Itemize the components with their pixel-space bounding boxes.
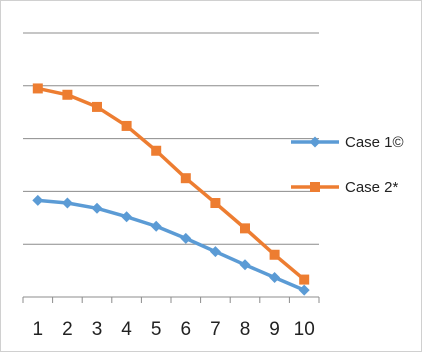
x-tick-label: 5 (151, 319, 162, 340)
series-line (37, 86, 306, 281)
series-line (37, 198, 305, 292)
data-point (180, 173, 191, 184)
legend-entry: Case 1© (291, 134, 404, 151)
series-2 (32, 83, 310, 285)
x-tick-label: 3 (92, 319, 103, 340)
x-tick-label: 9 (269, 319, 280, 340)
legend-entry: Case 2* (291, 179, 399, 196)
x-tick-label: 1 (33, 319, 44, 340)
x-tick-label: 6 (181, 319, 192, 340)
series-layer (32, 83, 310, 296)
x-tick-label: 7 (210, 319, 221, 340)
axis-layer: 1 2 3 4 5 6 7 8 9 10 (22, 296, 320, 340)
data-point (180, 232, 192, 244)
data-point (151, 145, 162, 156)
data-point (121, 120, 132, 131)
data-point (269, 249, 280, 260)
data-point (62, 89, 73, 100)
series-1 (32, 194, 310, 296)
data-point (32, 194, 44, 206)
legend-label: Case 2* (345, 179, 399, 196)
data-point (209, 246, 221, 258)
data-point (91, 202, 103, 214)
data-point (239, 259, 251, 271)
legend-swatch-marker (309, 136, 321, 148)
data-point (299, 274, 310, 285)
x-tick-label: 2 (62, 319, 73, 340)
x-tick-label: 8 (240, 319, 251, 340)
legend-label: Case 1© (345, 134, 404, 151)
data-point (61, 197, 73, 209)
data-point (32, 83, 43, 94)
legend-swatch-marker (310, 182, 320, 192)
x-tick-label: 10 (294, 319, 315, 340)
data-point (150, 220, 162, 232)
data-point (298, 284, 310, 296)
data-point (240, 223, 250, 234)
data-point (210, 198, 221, 209)
data-point (121, 211, 133, 223)
x-tick-label: 4 (121, 319, 132, 340)
data-point (269, 271, 281, 283)
grid-layer (23, 32, 319, 245)
legend: Case 1© Case 2* (291, 134, 404, 196)
data-point (92, 101, 102, 112)
